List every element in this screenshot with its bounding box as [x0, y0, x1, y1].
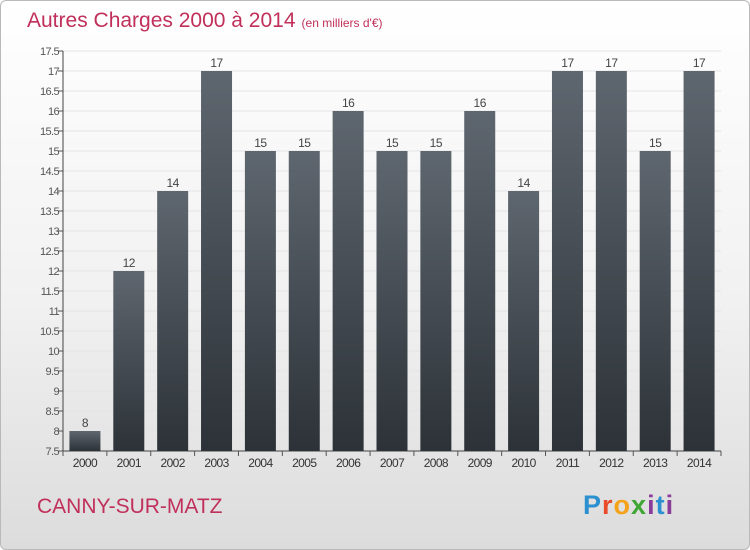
x-tick-label: 2005 [292, 456, 317, 470]
bar [376, 151, 408, 451]
y-tick-label: 15 [48, 146, 60, 158]
y-tick-label: 12.5 [40, 246, 59, 258]
y-tick-label: 9.5 [46, 366, 60, 378]
x-tick-label: 2009 [468, 456, 493, 470]
bar-value-label: 12 [123, 256, 136, 270]
x-tick-label: 2013 [643, 456, 668, 470]
x-tick-label: 2003 [204, 456, 229, 470]
bar-value-label: 16 [474, 96, 487, 110]
x-tick-label: 2008 [424, 456, 449, 470]
bar-value-label: 17 [210, 56, 223, 70]
y-tick-label: 12 [48, 266, 60, 278]
y-tick-label: 17 [48, 66, 60, 78]
town-name: CANNY-SUR-MATZ [37, 495, 223, 518]
bar [683, 71, 715, 451]
bar-value-label: 15 [430, 136, 443, 150]
x-tick-label: 2014 [687, 456, 712, 470]
bar [551, 71, 583, 451]
bar-value-label: 17 [561, 56, 574, 70]
x-tick-label: 2010 [511, 456, 536, 470]
bar [464, 111, 496, 451]
y-tick-label: 10 [48, 346, 60, 358]
bar-value-label: 17 [605, 56, 618, 70]
y-tick-label: 16.5 [40, 86, 59, 98]
y-tick-label: 14.5 [40, 166, 59, 178]
y-tick-label: 13 [48, 226, 60, 238]
proxiti-logo: Proxiti [583, 490, 674, 521]
bar [244, 151, 276, 451]
x-tick-label: 2001 [117, 456, 142, 470]
logo-letter-i2: i [665, 490, 675, 520]
logo-letter-p: P [583, 490, 603, 520]
x-tick-label: 2006 [336, 456, 361, 470]
bar-value-label: 15 [298, 136, 311, 150]
bar-value-label: 16 [342, 96, 355, 110]
bar [69, 431, 101, 451]
y-tick-label: 7.5 [46, 446, 60, 458]
y-tick-label: 15.5 [40, 126, 59, 138]
x-tick-label: 2000 [73, 456, 98, 470]
y-tick-label: 17.5 [40, 46, 59, 58]
y-tick-label: 16 [48, 106, 60, 118]
title-unit: (en milliers d'€) [301, 16, 383, 30]
bar [508, 191, 540, 451]
y-tick-label: 14 [48, 186, 60, 198]
bar-value-label: 15 [649, 136, 662, 150]
y-tick-label: 11 [49, 306, 60, 318]
x-tick-label: 2011 [556, 456, 580, 470]
bar [201, 71, 233, 451]
chart-title: Autres Charges 2000 à 2014 (en milliers d… [27, 9, 383, 33]
x-tick-label: 2007 [380, 456, 405, 470]
bar [595, 71, 627, 451]
x-tick-label: 2004 [248, 456, 273, 470]
x-tick-label: 2012 [599, 456, 624, 470]
bar [639, 151, 671, 451]
bar [157, 191, 189, 451]
bar-value-label: 15 [254, 136, 267, 150]
x-tick-label: 2002 [161, 456, 186, 470]
y-tick-label: 8 [53, 426, 59, 438]
bar [420, 151, 452, 451]
logo-letter-t: t [655, 490, 666, 520]
bar-value-label: 8 [82, 416, 89, 430]
bar [332, 111, 364, 451]
y-tick-label: 10.5 [40, 326, 59, 338]
y-tick-label: 13.5 [40, 206, 59, 218]
y-tick-label: 8.5 [46, 406, 60, 418]
logo-letter-i: i [647, 490, 656, 520]
bar-value-label: 14 [166, 176, 179, 190]
bar [113, 271, 145, 451]
title-text: Autres Charges 2000 à 2014 [27, 9, 296, 32]
bar-value-label: 17 [693, 56, 706, 70]
logo-letter-x: x [631, 490, 648, 520]
logo-letter-r: r [602, 490, 614, 520]
bar-value-label: 15 [386, 136, 399, 150]
y-tick-label: 11.5 [41, 286, 60, 298]
bar-value-label: 14 [517, 176, 530, 190]
bar [288, 151, 320, 451]
logo-letter-o: o [613, 490, 632, 520]
y-tick-label: 9 [53, 386, 59, 398]
